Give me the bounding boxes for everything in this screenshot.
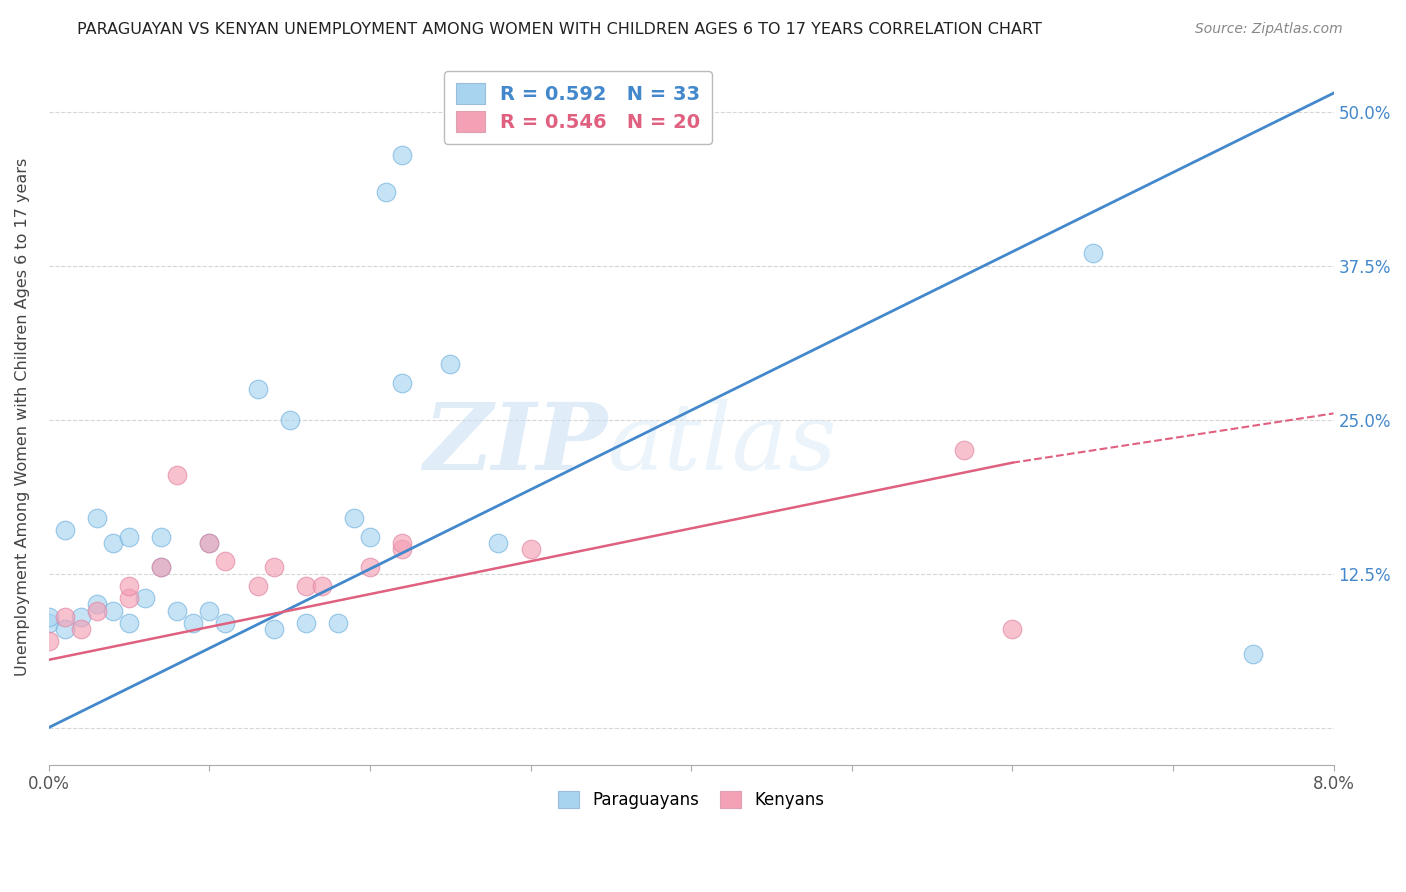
Point <box>294 579 316 593</box>
Text: ZIP: ZIP <box>423 400 607 490</box>
Point <box>70 622 93 636</box>
Point <box>198 535 221 549</box>
Text: atlas: atlas <box>607 400 837 490</box>
Point <box>953 443 976 458</box>
Point <box>486 535 509 549</box>
Point <box>391 535 413 549</box>
Point <box>118 530 141 544</box>
Point <box>343 511 366 525</box>
Point <box>166 603 188 617</box>
Point <box>86 598 108 612</box>
Point <box>263 622 285 636</box>
Point <box>166 468 188 483</box>
Point <box>375 185 398 199</box>
Point <box>246 579 269 593</box>
Point <box>214 615 236 630</box>
Point <box>311 579 333 593</box>
Point <box>38 609 60 624</box>
Point <box>214 554 236 568</box>
Point <box>150 530 173 544</box>
Point <box>101 603 124 617</box>
Point <box>198 603 221 617</box>
Point <box>359 530 381 544</box>
Legend: Paraguayans, Kenyans: Paraguayans, Kenyans <box>551 784 831 815</box>
Point <box>134 591 156 606</box>
Point <box>53 622 76 636</box>
Point <box>198 535 221 549</box>
Point <box>38 615 60 630</box>
Point <box>101 535 124 549</box>
Point <box>391 147 413 161</box>
Point <box>70 609 93 624</box>
Point <box>86 511 108 525</box>
Point <box>118 591 141 606</box>
Point <box>86 603 108 617</box>
Point <box>246 382 269 396</box>
Point <box>1001 622 1024 636</box>
Point <box>519 541 541 556</box>
Point <box>263 560 285 574</box>
Point <box>359 560 381 574</box>
Point <box>38 634 60 648</box>
Point <box>53 609 76 624</box>
Point <box>326 615 349 630</box>
Text: PARAGUAYAN VS KENYAN UNEMPLOYMENT AMONG WOMEN WITH CHILDREN AGES 6 TO 17 YEARS C: PARAGUAYAN VS KENYAN UNEMPLOYMENT AMONG … <box>77 22 1042 37</box>
Point <box>278 412 301 426</box>
Point <box>181 615 204 630</box>
Point <box>1241 647 1264 661</box>
Point <box>391 541 413 556</box>
Point <box>294 615 316 630</box>
Point <box>150 560 173 574</box>
Point <box>118 579 141 593</box>
Point <box>391 376 413 390</box>
Text: Source: ZipAtlas.com: Source: ZipAtlas.com <box>1195 22 1343 37</box>
Point <box>439 357 461 371</box>
Point <box>1081 246 1104 260</box>
Point <box>118 615 141 630</box>
Point <box>150 560 173 574</box>
Y-axis label: Unemployment Among Women with Children Ages 6 to 17 years: Unemployment Among Women with Children A… <box>15 157 30 675</box>
Point <box>53 524 76 538</box>
